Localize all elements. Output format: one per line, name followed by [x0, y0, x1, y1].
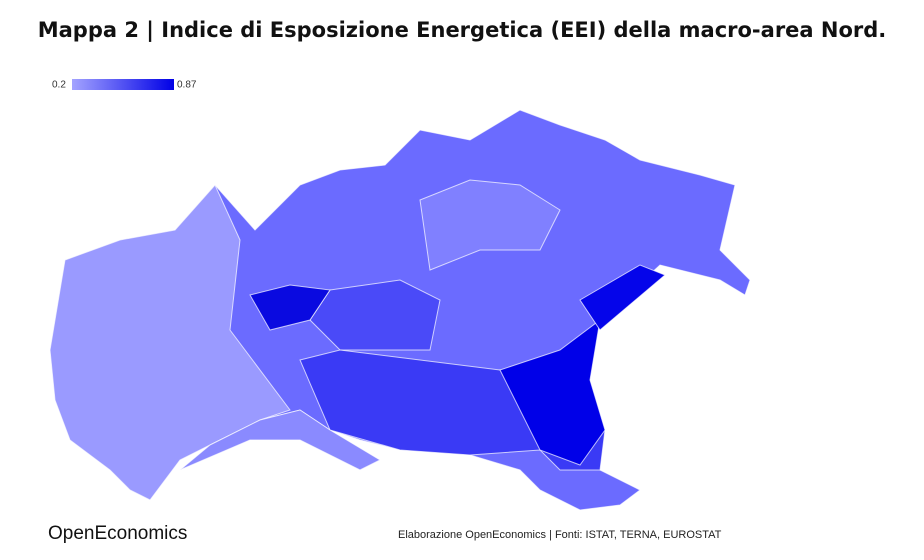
legend-gradient [72, 79, 174, 90]
title: Mappa 2 | Indice di Esposizione Energeti… [37, 18, 887, 42]
east-coast [499, 318, 606, 466]
milan-area [249, 284, 331, 331]
legend-max: 0.87 [177, 80, 197, 91]
venice-coast [579, 264, 666, 331]
legend-min: 0.2 [52, 80, 66, 91]
alpine-region [419, 179, 561, 271]
liguria-region [179, 409, 382, 471]
source: Elaborazione OpenEconomics | Fonti: ISTA… [398, 529, 722, 541]
brand: OpenEconomics [48, 523, 188, 544]
regions [49, 109, 751, 511]
